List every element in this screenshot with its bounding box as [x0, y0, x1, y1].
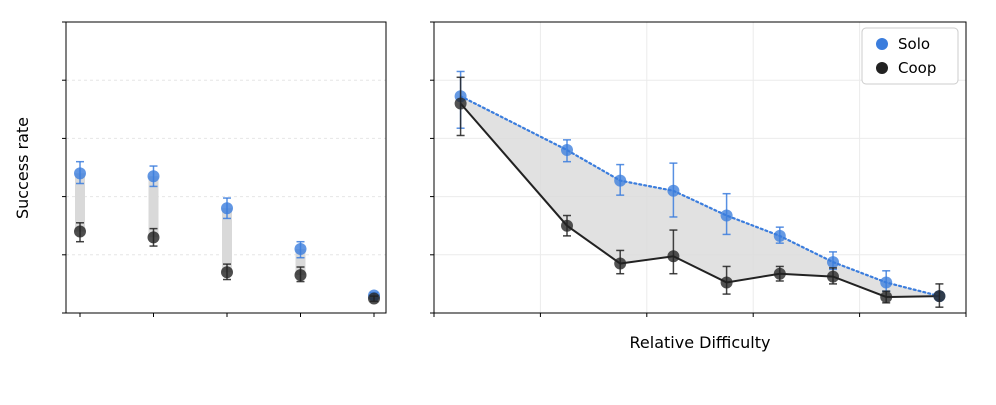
right-line-solo: [459, 95, 941, 298]
legend-solo-marker: [876, 38, 888, 50]
left-panel: Success rate: [13, 21, 387, 317]
left-point-solo: [147, 170, 160, 183]
right-ticks: [430, 21, 967, 317]
right-point-coop: [720, 276, 733, 289]
left-point-solo: [294, 242, 307, 255]
right-point-solo: [720, 209, 733, 222]
left-point-solo: [221, 202, 233, 215]
left-gap-band: [222, 208, 232, 273]
right-point-solo: [827, 256, 839, 269]
left-ticks: [62, 21, 375, 317]
legend: Solo Coop: [861, 27, 959, 85]
right-point-coop: [880, 290, 893, 303]
legend-coop-marker: [876, 62, 888, 74]
right-point-solo: [880, 276, 893, 289]
right-point-coop: [773, 267, 786, 280]
left-point-coop: [368, 292, 380, 305]
left-gap-band: [295, 248, 306, 276]
right-point-coop: [614, 257, 627, 270]
right-point-solo: [667, 184, 680, 197]
right-point-coop: [933, 290, 946, 303]
right-point-coop: [454, 97, 467, 110]
right-gap-fill: [460, 96, 940, 297]
left-point-coop: [147, 231, 160, 244]
left-y-axis-label: Success rate: [13, 117, 32, 219]
right-point-solo: [561, 144, 573, 157]
left-marks: [74, 160, 380, 305]
left-point-coop: [221, 266, 233, 279]
left-point-coop: [74, 225, 86, 238]
legend-solo-label: Solo: [898, 35, 930, 53]
right-point-solo: [614, 174, 627, 187]
legend-coop-label: Coop: [898, 59, 936, 77]
right-point-coop: [561, 219, 573, 232]
right-x-axis-label: Relative Difficulty: [630, 333, 771, 352]
left-point-solo: [74, 167, 86, 180]
right-panel: Relative Difficulty Solo Coop: [430, 21, 967, 352]
right-axes-frame: [433, 21, 967, 314]
left-gap-band: [75, 173, 85, 232]
right-point-coop: [827, 270, 839, 283]
right-point-solo: [773, 229, 786, 242]
right-marks: [454, 70, 946, 308]
left-axes-frame: [65, 21, 387, 314]
right-point-coop: [667, 250, 680, 263]
left-gap-band: [148, 176, 159, 238]
left-point-coop: [294, 269, 307, 282]
